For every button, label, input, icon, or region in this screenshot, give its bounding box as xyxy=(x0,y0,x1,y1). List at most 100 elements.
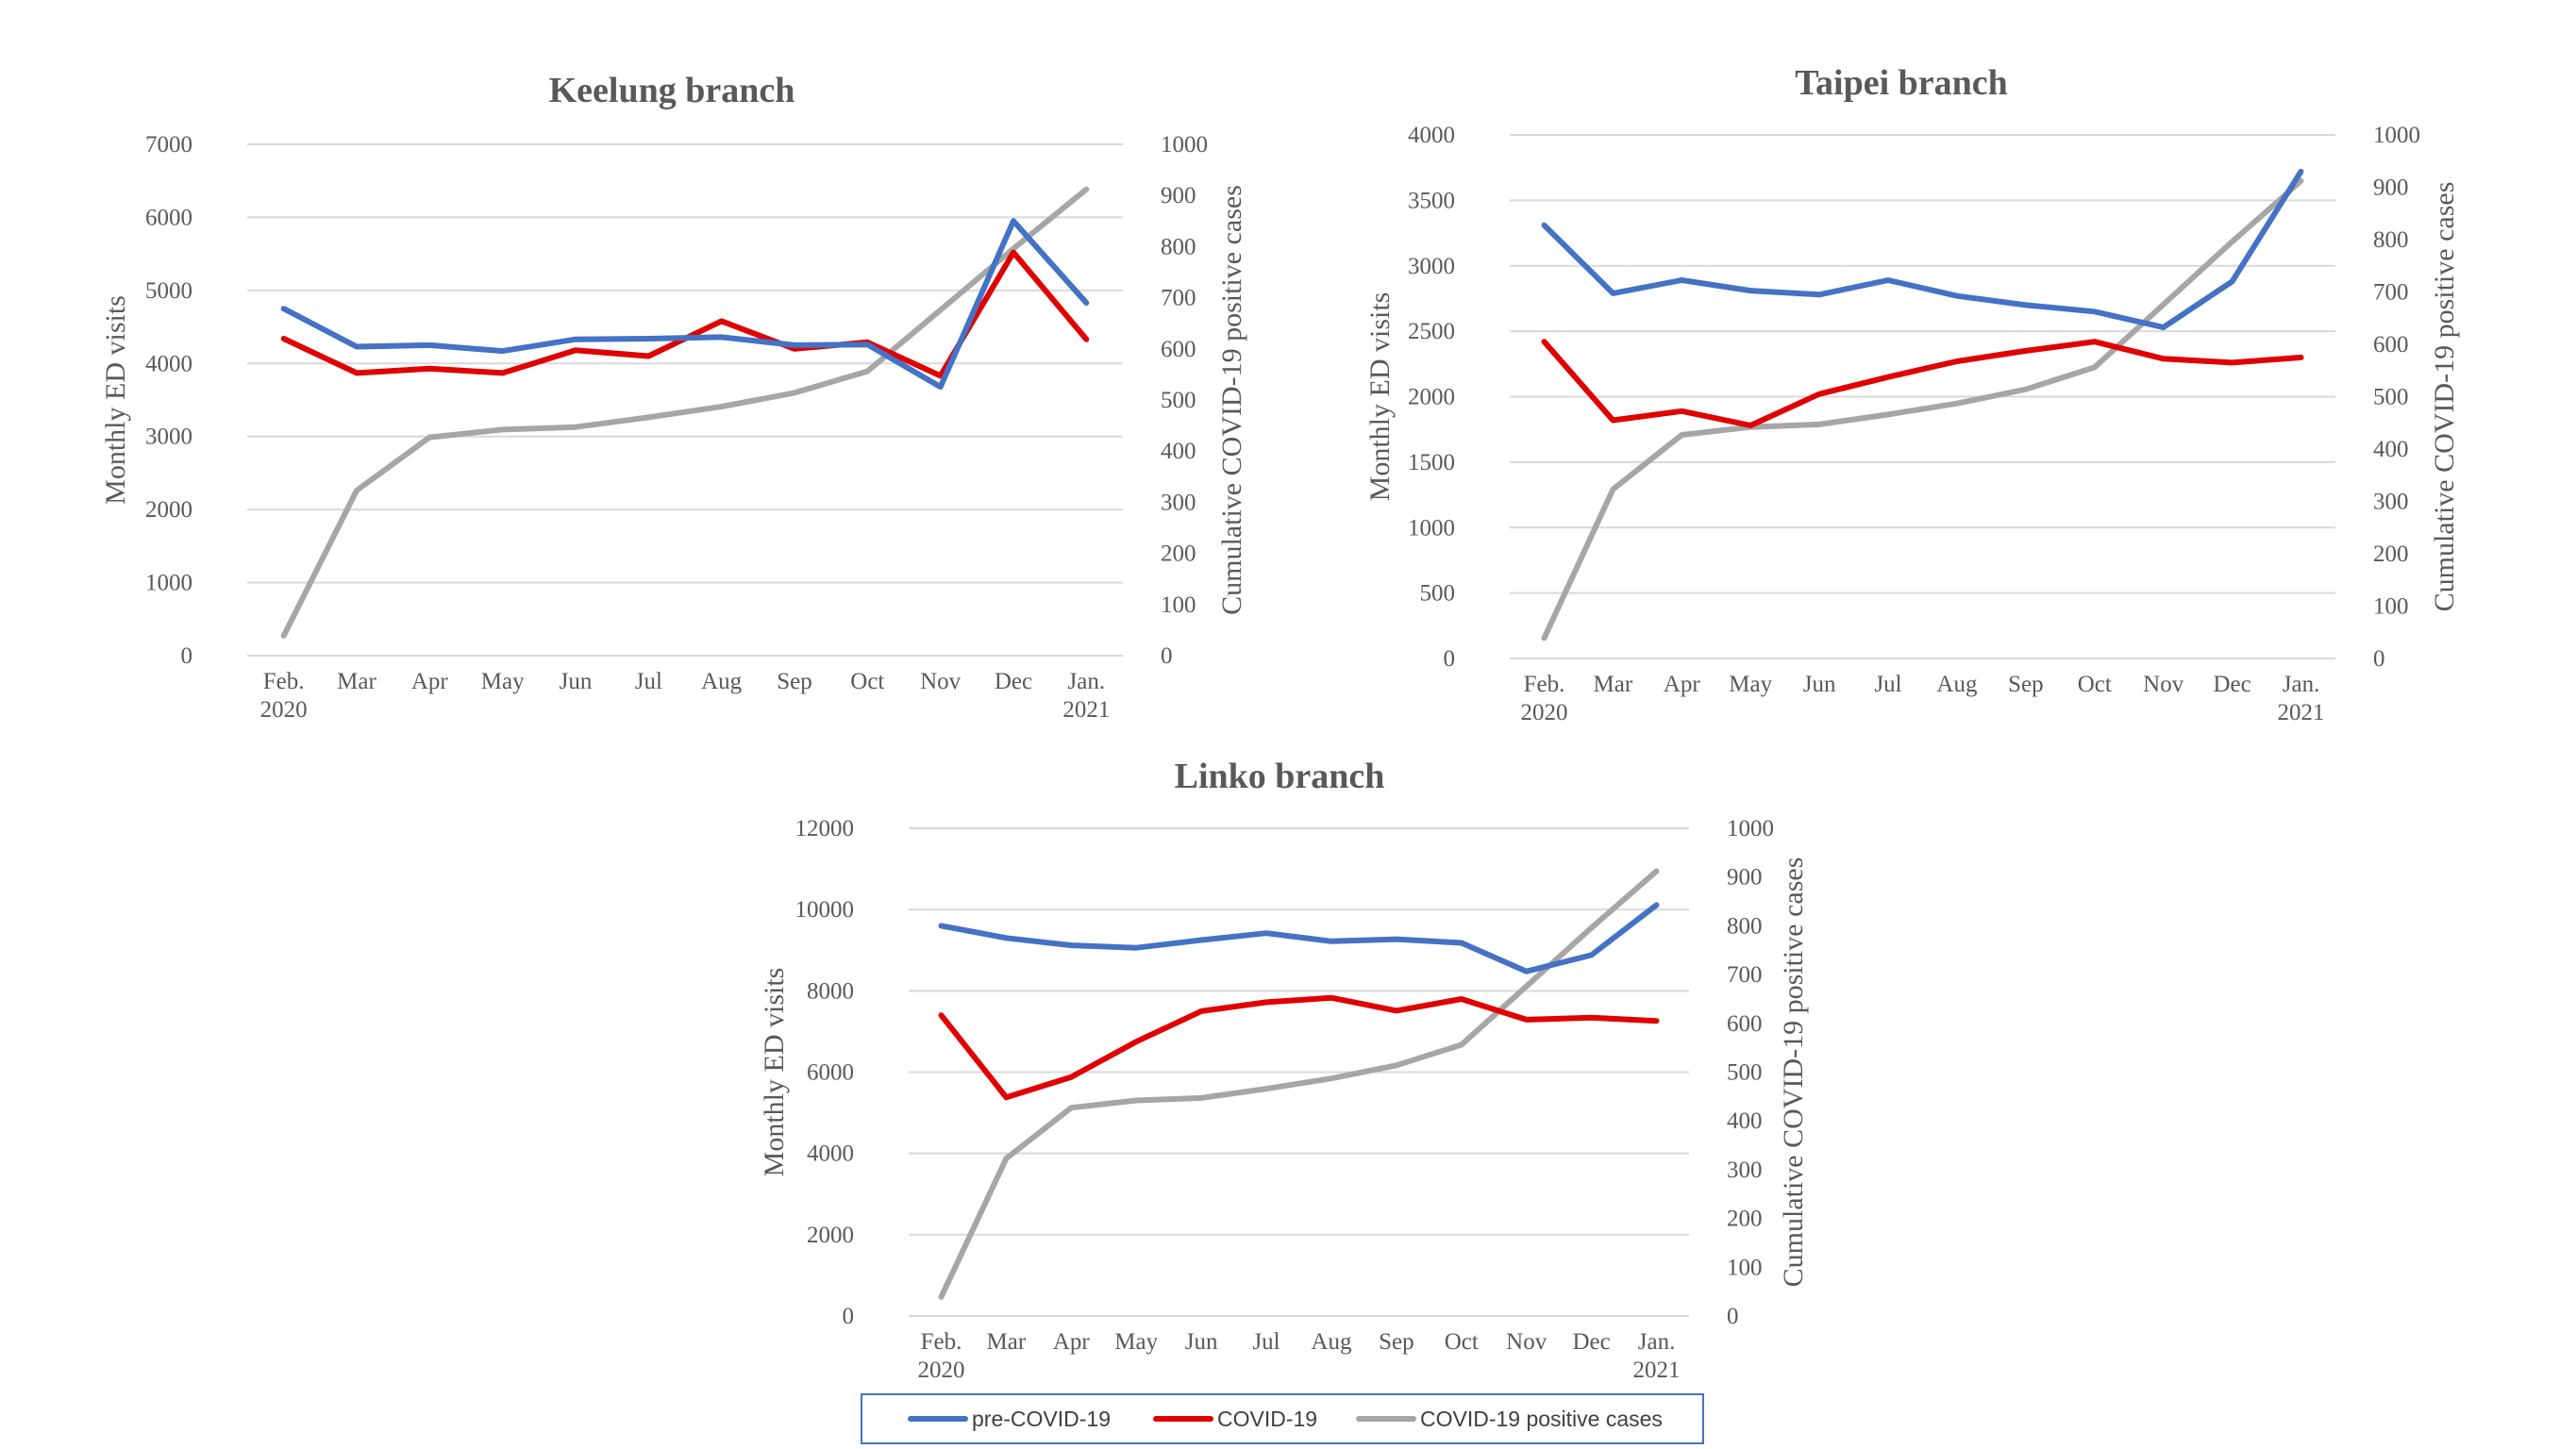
y-tick-label: 2500 xyxy=(1408,319,1455,344)
legend-label: COVID-19 xyxy=(1217,1407,1317,1431)
x-tick-label: Jul xyxy=(1874,672,1901,697)
series-line-pre-covid-19 xyxy=(280,218,1090,391)
x-tick-label: Oct xyxy=(1445,1329,1479,1355)
x-tick-label: Jun xyxy=(1803,672,1836,697)
x-tick-label: Sep xyxy=(1379,1329,1414,1355)
x-tick-label: Dec xyxy=(2214,672,2251,697)
series-line-covid-19 xyxy=(1541,339,2304,428)
y2-tick-label: 700 xyxy=(1161,286,1196,311)
x-tick-label: Aug xyxy=(701,669,743,694)
y2-tick-label: 100 xyxy=(1161,592,1196,618)
series-line-covid-19-positive-cases xyxy=(1541,177,2304,641)
chart-panel-1: Keelung branch01000200030004000500060007… xyxy=(100,71,1247,723)
x-tick-label: Feb. 2020 xyxy=(260,669,308,723)
y-tick-label: 1000 xyxy=(1408,515,1455,541)
y2-tick-label: 800 xyxy=(1161,234,1196,259)
y-tick-label: 2000 xyxy=(807,1223,854,1248)
y2-axis-label: Cumulative COVID-19 positive cases xyxy=(1778,858,1809,1288)
x-tick-label: Jan. 2021 xyxy=(1633,1329,1681,1383)
y2-tick-label: 600 xyxy=(1161,337,1196,362)
x-tick-label: Jun xyxy=(560,669,593,694)
x-tick-label: Apr xyxy=(1053,1329,1091,1355)
y2-tick-label: 900 xyxy=(2373,175,2409,201)
y2-tick-label: 100 xyxy=(2373,594,2409,620)
y-tick-label: 3000 xyxy=(145,425,192,450)
x-tick-label: Mar xyxy=(337,669,376,694)
legend-label: COVID-19 positive cases xyxy=(1420,1407,1663,1431)
y2-tick-label: 900 xyxy=(1727,865,1763,891)
x-tick-label: Dec xyxy=(995,669,1032,694)
y2-tick-label: 900 xyxy=(1161,183,1196,208)
y2-tick-label: 600 xyxy=(1727,1011,1763,1037)
y2-tick-label: 200 xyxy=(1727,1207,1763,1232)
y-tick-label: 1500 xyxy=(1408,450,1455,475)
y-tick-label: 5000 xyxy=(145,278,192,304)
y2-tick-label: 1000 xyxy=(1727,816,1774,841)
x-tick-label: Oct xyxy=(2078,672,2112,697)
y-tick-label: 0 xyxy=(181,643,193,669)
x-tick-label: Jan. 2021 xyxy=(1062,669,1110,723)
x-tick-label: Feb. 2020 xyxy=(1520,672,1567,725)
x-tick-label: Jul xyxy=(1252,1329,1280,1355)
y2-tick-label: 500 xyxy=(1727,1060,1763,1086)
chart-title: Taipei branch xyxy=(1795,63,2008,103)
y2-axis-label: Cumulative COVID-19 positive cases xyxy=(1216,185,1247,615)
x-tick-label: Aug xyxy=(1311,1329,1352,1355)
y-tick-label: 3000 xyxy=(1408,254,1455,279)
x-tick-label: Dec xyxy=(1573,1329,1611,1355)
x-tick-label: Nov xyxy=(1506,1329,1547,1355)
y2-tick-label: 800 xyxy=(1727,913,1763,939)
y2-tick-label: 400 xyxy=(1161,439,1196,464)
x-tick-label: Apr xyxy=(411,669,449,694)
x-tick-label: Mar xyxy=(1594,672,1633,697)
y2-tick-label: 0 xyxy=(1161,643,1173,669)
series-line-covid-19-positive-cases xyxy=(280,186,1090,639)
y2-tick-label: 1000 xyxy=(2373,123,2420,148)
x-tick-label: Jul xyxy=(635,669,662,694)
y2-tick-label: 500 xyxy=(2373,385,2409,410)
series-line-pre-covid-19 xyxy=(1541,168,2304,330)
x-tick-label: Jun xyxy=(1185,1329,1218,1355)
y2-tick-label: 200 xyxy=(1161,541,1196,567)
y2-tick-label: 700 xyxy=(1727,962,1763,988)
series-line-covid-19 xyxy=(938,994,1660,1101)
y-tick-label: 4000 xyxy=(1408,123,1455,148)
y-tick-label: 12000 xyxy=(795,816,855,841)
series-line-covid-19-positive-cases xyxy=(938,868,1660,1300)
y-tick-label: 8000 xyxy=(807,978,854,1004)
series-line-covid-19 xyxy=(280,249,1090,379)
y-tick-label: 6000 xyxy=(145,205,192,230)
x-tick-label: Aug xyxy=(1936,672,1978,697)
y2-tick-label: 0 xyxy=(1727,1304,1739,1329)
y2-tick-label: 600 xyxy=(2373,332,2409,358)
y-axis-label: Monthly ED visits xyxy=(759,968,790,1177)
y2-tick-label: 300 xyxy=(1727,1158,1763,1183)
y-tick-label: 500 xyxy=(1420,581,1456,607)
y-tick-label: 1000 xyxy=(145,571,192,596)
y-tick-label: 4000 xyxy=(807,1141,854,1167)
y-tick-label: 7000 xyxy=(145,132,192,158)
y-tick-label: 6000 xyxy=(807,1060,854,1086)
y2-tick-label: 1000 xyxy=(1161,132,1208,158)
x-tick-label: Sep xyxy=(777,669,812,694)
y-tick-label: 3500 xyxy=(1408,188,1455,213)
y2-tick-label: 700 xyxy=(2373,280,2409,306)
x-tick-label: Mar xyxy=(987,1329,1027,1355)
y-tick-label: 2000 xyxy=(145,497,192,523)
chart-panel-3: Linko branch 0 2000 4000 6000 8000 10000 12000 0… xyxy=(759,757,1809,1383)
y2-tick-label: 800 xyxy=(2373,227,2409,253)
y-tick-label: 0 xyxy=(1444,646,1456,672)
legend-label: pre-COVID-19 xyxy=(972,1407,1111,1431)
x-tick-label: Jan. 2021 xyxy=(2278,672,2325,725)
chart-title: Keelung branch xyxy=(549,71,795,110)
y2-axis-label: Cumulative COVID-19 positive cases xyxy=(2429,182,2460,612)
y2-tick-label: 0 xyxy=(2373,646,2385,672)
y-tick-label: 2000 xyxy=(1408,385,1455,410)
y-tick-label: 0 xyxy=(843,1304,855,1329)
x-tick-label: May xyxy=(481,669,525,694)
legend-box xyxy=(861,1393,1704,1444)
x-tick-label: Feb. 2020 xyxy=(917,1329,964,1383)
y-axis-label: Monthly ED visits xyxy=(1364,292,1396,502)
x-tick-label: Nov xyxy=(920,669,962,694)
